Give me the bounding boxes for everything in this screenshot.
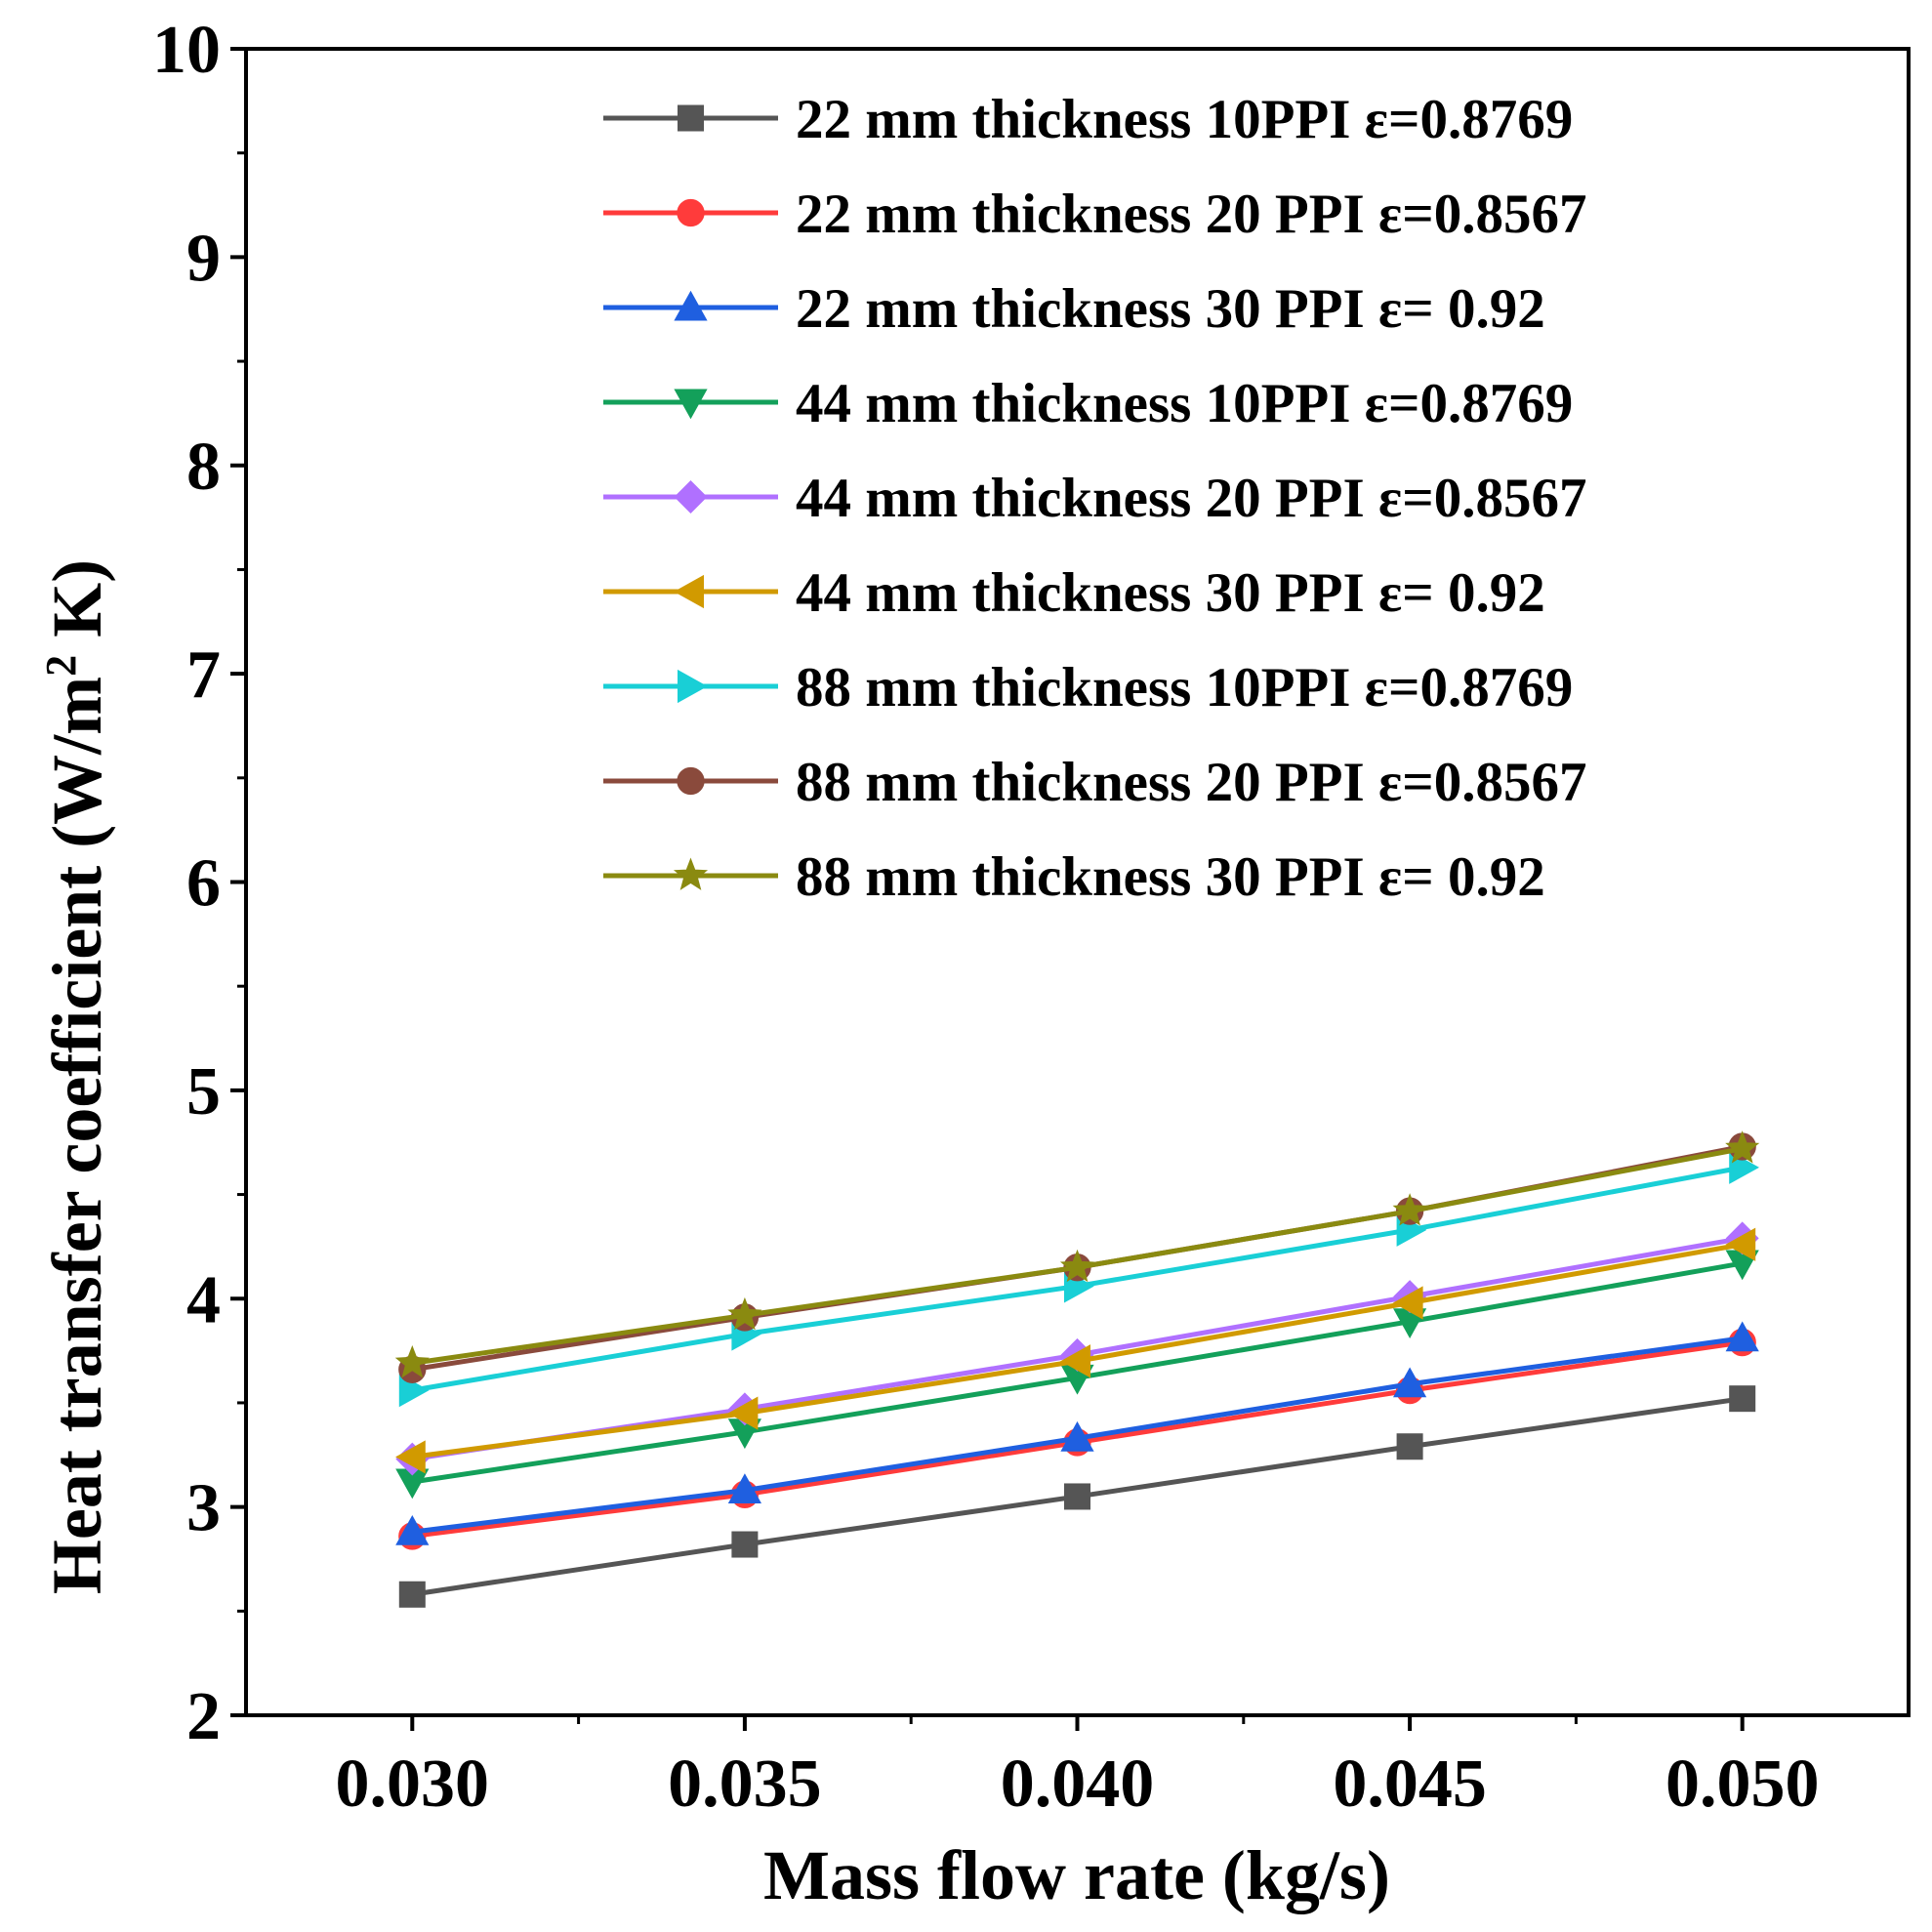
y-axis-label: Heat transfer coefficient (W/m2 K) — [37, 559, 116, 1594]
data-point — [1059, 1249, 1095, 1283]
x-tick-label: 0.035 — [668, 1747, 822, 1822]
data-point — [731, 1531, 759, 1558]
legend-marker — [677, 198, 705, 227]
y-axis-label-superscript: 2 — [37, 655, 85, 677]
data-point — [1725, 1130, 1760, 1164]
data-point — [1060, 1344, 1090, 1378]
legend-item: 22 mm thickness 10PPI ε=0.8769 — [603, 89, 1573, 150]
data-point — [727, 1473, 761, 1504]
legend-label: 88 mm thickness 20 PPI ε=0.8567 — [796, 752, 1587, 813]
data-point — [395, 1514, 430, 1545]
legend-item: 44 mm thickness 30 PPI ε= 0.92 — [603, 562, 1545, 624]
series-6 — [395, 1227, 1756, 1474]
y-tick-label: 2 — [186, 1679, 221, 1754]
legend-marker — [674, 389, 708, 420]
y-tick-label: 9 — [186, 221, 221, 296]
legend-label: 88 mm thickness 30 PPI ε= 0.92 — [796, 846, 1545, 908]
legend-label: 44 mm thickness 20 PPI ε=0.8567 — [796, 468, 1587, 529]
data-point — [1392, 1286, 1423, 1320]
legend-item: 88 mm thickness 20 PPI ε=0.8567 — [603, 752, 1587, 813]
data-point — [1725, 1227, 1756, 1261]
legend-item: 88 mm thickness 30 PPI ε= 0.92 — [603, 846, 1545, 908]
data-point — [395, 1440, 426, 1474]
x-tick-label: 0.040 — [1001, 1747, 1155, 1822]
legend-item: 22 mm thickness 20 PPI ε=0.8567 — [603, 184, 1587, 245]
y-tick-label: 7 — [186, 637, 221, 713]
data-point — [1396, 1433, 1423, 1460]
legend-item: 44 mm thickness 10PPI ε=0.8769 — [603, 373, 1573, 434]
legend-label: 88 mm thickness 10PPI ε=0.8769 — [796, 657, 1573, 719]
data-point — [1393, 1367, 1427, 1398]
x-axis-label: Mass flow rate (kg/s) — [763, 1836, 1390, 1914]
y-axis-label-tail: K) — [38, 559, 116, 655]
y-axis-label-main: Heat transfer coefficient (W/m — [38, 677, 116, 1594]
data-point — [1064, 1483, 1090, 1510]
data-point — [1725, 1321, 1759, 1352]
legend-item: 88 mm thickness 10PPI ε=0.8769 — [603, 657, 1573, 719]
data-point — [1729, 1385, 1756, 1413]
data-point — [394, 1344, 430, 1378]
y-tick-label: 10 — [152, 13, 221, 88]
legend-marker — [673, 857, 709, 890]
legend-label: 44 mm thickness 30 PPI ε= 0.92 — [796, 562, 1545, 624]
legend-marker — [674, 480, 708, 514]
legend-item: 22 mm thickness 30 PPI ε= 0.92 — [603, 278, 1545, 340]
y-tick-label: 8 — [186, 430, 221, 505]
x-tick-label: 0.050 — [1665, 1747, 1820, 1822]
series-3 — [395, 1321, 1759, 1545]
data-point — [727, 1296, 762, 1331]
series-9 — [394, 1130, 1760, 1378]
y-tick-label: 5 — [186, 1054, 221, 1130]
legend-marker — [677, 766, 705, 796]
data-point — [398, 1581, 426, 1608]
legend-item: 44 mm thickness 20 PPI ε=0.8567 — [603, 468, 1587, 529]
x-tick-label: 0.045 — [1333, 1747, 1487, 1822]
data-point — [1060, 1420, 1094, 1452]
series-1 — [398, 1385, 1756, 1608]
y-tick-label: 3 — [186, 1471, 221, 1546]
legend-marker — [678, 104, 704, 132]
data-point — [727, 1396, 759, 1430]
legend-label: 22 mm thickness 30 PPI ε= 0.92 — [796, 278, 1545, 340]
legend-marker — [674, 290, 708, 321]
legend-marker — [674, 574, 704, 609]
y-tick-label: 4 — [186, 1262, 221, 1337]
legend-marker — [678, 669, 708, 704]
legend-label: 44 mm thickness 10PPI ε=0.8769 — [796, 373, 1573, 434]
data-point — [1392, 1193, 1427, 1226]
y-tick-label: 6 — [186, 846, 221, 922]
legend-label: 22 mm thickness 10PPI ε=0.8769 — [796, 89, 1573, 150]
x-tick-label: 0.030 — [336, 1747, 490, 1822]
legend-label: 22 mm thickness 20 PPI ε=0.8567 — [796, 184, 1587, 245]
